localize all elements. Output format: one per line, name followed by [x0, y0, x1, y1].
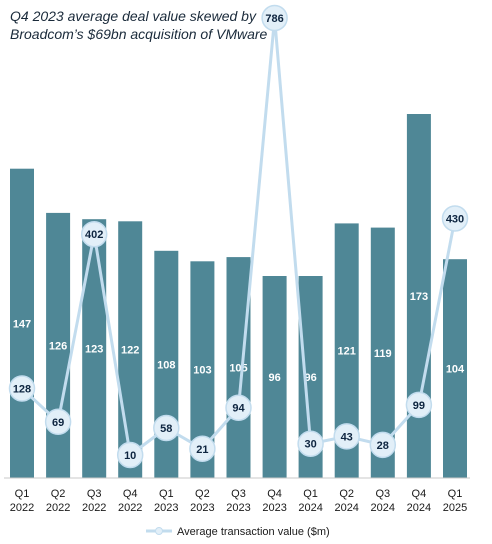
- line-point-label: 402: [85, 229, 103, 241]
- bar-value-label: 119: [374, 348, 392, 360]
- bar-q4-2023: [262, 276, 287, 478]
- line-point-marker: [369, 431, 397, 459]
- line-point-marker: [333, 423, 360, 450]
- line-point-label: 10: [124, 450, 136, 462]
- x-tick-year: 2022: [82, 502, 106, 514]
- x-tick-year: 2025: [443, 502, 467, 514]
- x-tick-year: 2024: [298, 502, 322, 514]
- bar-value-label: 108: [157, 359, 175, 371]
- x-tick-year: 2024: [371, 502, 395, 514]
- x-tick-year: 2023: [154, 502, 178, 514]
- bar-value-label: 96: [268, 372, 280, 384]
- x-tick-quarter: Q1: [448, 488, 463, 500]
- line-point-label: 28: [377, 440, 389, 452]
- line-point-label: 430: [446, 214, 464, 226]
- bar-value-label: 96: [304, 372, 316, 384]
- x-tick-quarter: Q2: [195, 488, 210, 500]
- line-point-label: 43: [341, 431, 353, 443]
- bar-q4-2022: [118, 221, 143, 479]
- title-line-1: Q4 2023 average deal value skewed by: [10, 8, 257, 24]
- bar-value-label: 123: [85, 344, 103, 356]
- bar-value-label: 173: [410, 291, 428, 303]
- x-tick-year: 2023: [262, 502, 286, 514]
- legend-label: Average transaction value ($m): [177, 526, 330, 538]
- bar-value-label: 126: [49, 340, 67, 352]
- bar-q1-2022: [10, 168, 34, 478]
- line-point-marker: [261, 4, 288, 32]
- chart-title: Q4 2023 average deal value skewed by Bro…: [10, 8, 268, 42]
- bar-value-label: 105: [229, 363, 247, 375]
- legend: Average transaction value ($m): [146, 526, 330, 538]
- x-tick-quarter: Q3: [375, 488, 390, 500]
- line-point-marker: [8, 375, 36, 402]
- x-tick-quarter: Q2: [51, 488, 66, 500]
- bar-series: 147 126 123 122 108 103 105 96 96 121 119 173 104: [10, 114, 467, 479]
- x-tick-quarter: Q4: [412, 488, 427, 500]
- line-point-label: 99: [413, 400, 425, 412]
- x-tick-quarter: Q4: [267, 488, 282, 500]
- line-point-marker: [225, 394, 252, 421]
- line-point-marker: [116, 441, 144, 469]
- x-tick-quarter: Q3: [231, 488, 246, 500]
- line-point-marker: [405, 391, 433, 419]
- bar-q3-2022: [82, 219, 107, 478]
- bar-value-label: 103: [193, 365, 211, 377]
- line-point-marker: [153, 414, 180, 442]
- line-point-label: 30: [304, 439, 316, 451]
- bar-q3-2023: [226, 257, 251, 478]
- average-transaction-value-series: 128 69 402 10 58 21 94 786 30 43 28 99 430: [8, 4, 469, 469]
- line-point-label: 786: [265, 13, 283, 25]
- line-point-label: 69: [52, 417, 64, 429]
- line-point-label: 21: [196, 444, 208, 456]
- bar-value-label: 121: [338, 346, 356, 358]
- legend-marker-swatch: [155, 527, 163, 535]
- x-tick-quarter: Q1: [303, 488, 318, 500]
- x-tick-year: 2022: [46, 502, 70, 514]
- line-point-marker: [80, 220, 108, 248]
- line-point-marker: [189, 435, 216, 463]
- x-tick-quarter: Q4: [123, 488, 138, 500]
- x-tick-quarter: Q1: [159, 488, 174, 500]
- bar-value-label: 122: [121, 345, 139, 357]
- line-point-marker: [441, 205, 469, 232]
- line-point-label: 58: [160, 423, 172, 435]
- line-point-label: 94: [232, 403, 245, 415]
- x-axis-tick-labels: Q1 2022 Q2 2022 Q3 2022 Q4 2022 Q1 2023 Q2 2023 Q3 20…: [10, 488, 467, 514]
- x-tick-year: 2022: [10, 502, 34, 514]
- line-point-marker: [44, 408, 72, 436]
- title-line-2: Broadcom’s $69bn acquisition of VMware: [10, 26, 268, 42]
- x-tick-quarter: Q2: [339, 488, 354, 500]
- line-point-marker: [297, 430, 324, 457]
- x-tick-year: 2023: [190, 502, 214, 514]
- x-tick-year: 2022: [118, 502, 142, 514]
- x-tick-quarter: Q1: [15, 488, 30, 500]
- bar-value-label: 104: [446, 364, 465, 376]
- x-tick-quarter: Q3: [87, 488, 102, 500]
- bar-value-label: 147: [13, 318, 31, 330]
- x-tick-year: 2023: [226, 502, 250, 514]
- x-tick-year: 2024: [334, 502, 358, 514]
- line-point-label: 128: [13, 384, 31, 396]
- bar-q1-2025: [443, 259, 467, 478]
- x-tick-year: 2024: [407, 502, 431, 514]
